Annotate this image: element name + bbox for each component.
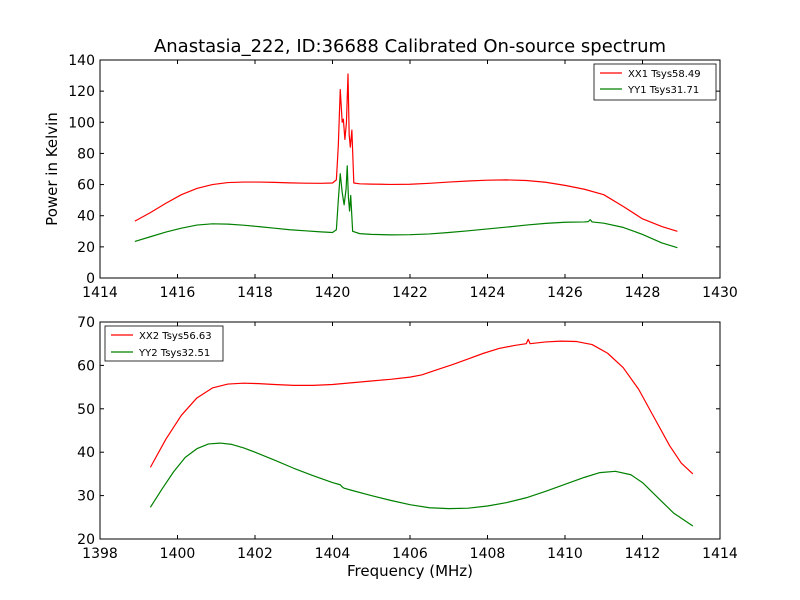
top-series-line-xx xyxy=(134,73,678,232)
top-y-tick-label: 120 xyxy=(68,84,95,100)
top-y-tick-label: 20 xyxy=(77,240,95,256)
bottom-tick-marks: 1398 1400 1402 1404 1406 1408 1410 1412 1414 20 30… xyxy=(77,315,738,562)
bottom-y-tick-label: 70 xyxy=(77,315,95,331)
top-x-tick-label: 1426 xyxy=(547,285,583,301)
bottom-legend: XX2 Tsys56.63 YY2 Tsys32.51 xyxy=(104,325,224,362)
top-y-tick-label: 100 xyxy=(68,115,95,131)
top-x-tick-label: 1422 xyxy=(392,285,428,301)
top-x-tick-label: 1416 xyxy=(160,285,196,301)
top-legend-label-yy1: YY1 Tsys31.71 xyxy=(627,85,699,96)
top-series-lines xyxy=(134,73,678,249)
bottom-y-tick-label: 40 xyxy=(77,445,95,461)
top-y-tick-label: 0 xyxy=(86,271,95,287)
bottom-x-tick-label: 1412 xyxy=(625,546,661,562)
bottom-series-line-yy xyxy=(149,442,694,527)
bottom-legend-box xyxy=(104,325,224,362)
bottom-plot: 1398 1400 1402 1404 1406 1408 1410 1412 1414 20 30… xyxy=(77,315,738,580)
bottom-x-tick-label: 1410 xyxy=(547,546,583,562)
bottom-legend-label-xx2: XX2 Tsys56.63 xyxy=(139,331,212,342)
top-x-tick-label: 1418 xyxy=(237,285,273,301)
top-x-tick-label: 1414 xyxy=(82,285,118,301)
bottom-x-tick-label: 1400 xyxy=(160,546,196,562)
bottom-series-line-xx xyxy=(149,338,694,475)
bottom-legend-label-yy2: YY2 Tsys32.51 xyxy=(138,348,210,359)
bottom-x-tick-label: 1404 xyxy=(315,546,351,562)
top-x-tick-label: 1428 xyxy=(625,285,661,301)
bottom-y-tick-label: 20 xyxy=(77,532,95,548)
top-y-tick-label: 140 xyxy=(68,53,95,69)
bottom-series-lines xyxy=(149,338,694,527)
bottom-y-tick-label: 60 xyxy=(77,358,95,374)
chart-title: Anastasia_222, ID:36688 Calibrated On-so… xyxy=(154,36,666,57)
top-x-tick-label: 1420 xyxy=(315,285,351,301)
top-y-tick-label: 40 xyxy=(77,209,95,225)
bottom-y-tick-label: 30 xyxy=(77,489,95,505)
top-x-tick-label: 1430 xyxy=(702,285,738,301)
top-series-line-yy xyxy=(134,165,678,249)
bottom-y-tick-label: 50 xyxy=(77,402,95,418)
bottom-x-tick-label: 1406 xyxy=(392,546,428,562)
bottom-x-tick-label: 1398 xyxy=(82,546,118,562)
top-y-tick-label: 80 xyxy=(77,146,95,162)
top-x-tick-label: 1424 xyxy=(470,285,506,301)
top-y-tick-label: 60 xyxy=(77,178,95,194)
top-legend-box xyxy=(593,63,717,101)
bottom-x-tick-label: 1402 xyxy=(237,546,273,562)
top-legend: XX1 Tsys58.49 YY1 Tsys31.71 xyxy=(593,63,717,101)
bottom-x-tick-label: 1408 xyxy=(470,546,506,562)
top-legend-label-xx1: XX1 Tsys58.49 xyxy=(628,69,701,80)
x-axis-label: Frequency (MHz) xyxy=(347,562,473,580)
top-plot: 1414 1416 1418 1420 1422 1424 1426 1428 1430 0 20 4… xyxy=(43,53,738,301)
top-tick-marks: 1414 1416 1418 1420 1422 1424 1426 1428 1430 0 20 4… xyxy=(68,53,738,301)
bottom-x-tick-label: 1414 xyxy=(702,546,738,562)
top-y-axis-label: Power in Kelvin xyxy=(43,112,61,226)
